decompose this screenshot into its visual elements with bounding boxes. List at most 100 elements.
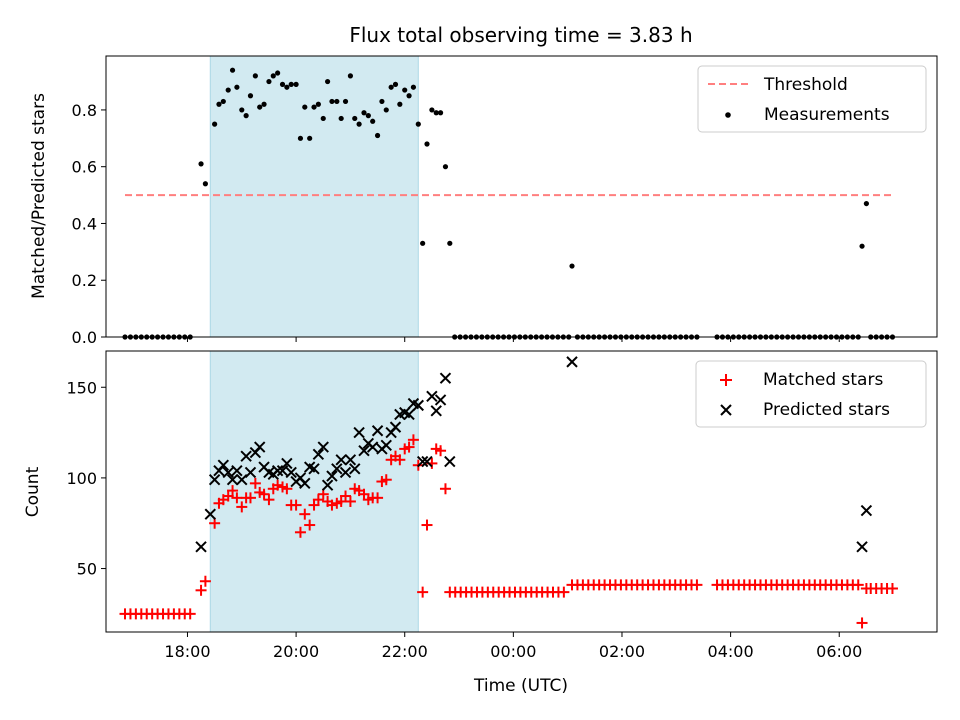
- measurement-point: [334, 98, 340, 105]
- measurement-point: [302, 104, 308, 110]
- matched-star-point: [263, 494, 275, 506]
- matched-star-point: [394, 454, 406, 466]
- legend-measurements-swatch: [725, 112, 731, 118]
- measurement-point: [234, 84, 240, 90]
- matched-star-point: [299, 508, 311, 520]
- predicted-star-point: [231, 464, 243, 477]
- measurement-point: [212, 121, 218, 127]
- matched-star-point: [249, 477, 261, 489]
- matched-star-point: [304, 519, 316, 531]
- matched-star-point: [886, 582, 898, 594]
- measurement-point: [279, 81, 286, 87]
- predicted-star-point: [236, 474, 248, 486]
- predicted-star-point: [353, 426, 365, 439]
- legend-matched-label: Matched stars: [763, 370, 883, 390]
- measurement-point: [252, 73, 258, 79]
- predicted-star-point: [371, 425, 384, 437]
- predicted-star-point: [240, 450, 252, 462]
- predicted-star-point: [195, 541, 207, 553]
- predicted-star-point: [226, 474, 239, 486]
- matched-star-point: [227, 485, 239, 497]
- measurement-point: [392, 81, 399, 87]
- predicted-star-point: [416, 455, 429, 468]
- measurement-point: [424, 141, 430, 147]
- observing-window-span-bottom: [209, 350, 419, 633]
- y-ticks-top: 0.0 0.2 0.4 0.6 0.8: [72, 101, 106, 347]
- predicted-star-point: [321, 479, 334, 491]
- predicted-star-point: [271, 464, 284, 477]
- y-tick-label: 50: [77, 560, 97, 579]
- x-tick-label: 20:00: [273, 642, 319, 661]
- measurement-point: [370, 118, 376, 124]
- predicted-star-point: [430, 405, 442, 417]
- predicted-star-point: [349, 463, 361, 475]
- y-tick-label: 0.6: [72, 158, 97, 177]
- measurement-point: [329, 98, 335, 105]
- measurement-point: [320, 115, 326, 122]
- measurement-point: [229, 67, 236, 73]
- measurement-point: [288, 81, 294, 87]
- y-tick-label: 0.4: [72, 214, 97, 233]
- predicted-star-point: [434, 394, 447, 406]
- predicted-star-point: [439, 372, 452, 384]
- matched-star-point: [417, 586, 429, 598]
- predicted-star-point: [326, 470, 338, 482]
- measurement-point: [297, 135, 304, 141]
- predicted-star-point: [308, 463, 320, 475]
- measurement-point: [402, 87, 408, 93]
- measurement-point: [374, 132, 381, 139]
- measurement-point: [433, 110, 439, 116]
- predicted-star-point: [366, 441, 379, 453]
- bottom-legend: Matched stars Predicted stars: [695, 360, 927, 428]
- top-legend-box: [697, 65, 927, 133]
- bottom-axes-frame: [105, 350, 938, 633]
- matched-star-point: [340, 490, 352, 502]
- matched-star-point: [421, 519, 433, 531]
- measurement-point: [216, 101, 222, 107]
- matched-star-point: [344, 495, 356, 507]
- matched-star-point: [403, 441, 415, 453]
- legend-predicted-swatch: [720, 404, 732, 416]
- measurement-point: [311, 104, 317, 110]
- top-y-axis-label: Matched/Predicted stars: [29, 93, 49, 299]
- matched-star-point: [326, 499, 338, 511]
- measurement-point: [261, 101, 267, 107]
- matched-star-points: [119, 434, 898, 629]
- predicted-star-point: [276, 464, 289, 477]
- measurement-point: [202, 181, 208, 187]
- predicted-star-point: [222, 466, 234, 479]
- matched-star-point: [184, 608, 196, 620]
- measurement-point: [397, 101, 403, 107]
- matched-star-point: [290, 499, 302, 511]
- measurement-point: [198, 161, 204, 167]
- measurement-point: [442, 164, 449, 170]
- measurement-point: [361, 110, 367, 116]
- x-tick-label: 06:00: [816, 642, 862, 661]
- predicted-star-point: [426, 390, 438, 403]
- predicted-star-point: [421, 455, 433, 468]
- legend-predicted-label: Predicted stars: [763, 400, 890, 420]
- measurement-point: [415, 121, 421, 127]
- x-tick-label: 04:00: [708, 642, 754, 661]
- predicted-star-point: [312, 448, 325, 461]
- x-axis-label: Time (UTC): [473, 676, 568, 696]
- matched-star-point: [691, 579, 703, 591]
- measurement-point: [275, 70, 281, 76]
- matched-star-point: [407, 434, 419, 446]
- bottom-y-axis-label: Count: [23, 466, 43, 517]
- x-ticks-top: [186, 337, 840, 342]
- measurement-point: [406, 93, 412, 99]
- observing-window-span-top: [209, 55, 419, 338]
- measurement-point: [243, 113, 249, 119]
- y-tick-label: 0.8: [72, 101, 97, 120]
- predicted-star-point: [331, 463, 343, 475]
- x-ticks-bottom: 18:00 20:00 22:00 00:00 02:00 04:00 06:00: [164, 632, 862, 661]
- measurement-point: [410, 84, 417, 90]
- predicted-star-point: [204, 508, 216, 520]
- y-tick-label: 100: [66, 469, 97, 488]
- top-axes-frame: [105, 55, 938, 338]
- predicted-star-point: [412, 399, 425, 412]
- measurement-point: [270, 73, 276, 79]
- predicted-star-point: [380, 439, 392, 451]
- matched-star-point: [244, 492, 256, 504]
